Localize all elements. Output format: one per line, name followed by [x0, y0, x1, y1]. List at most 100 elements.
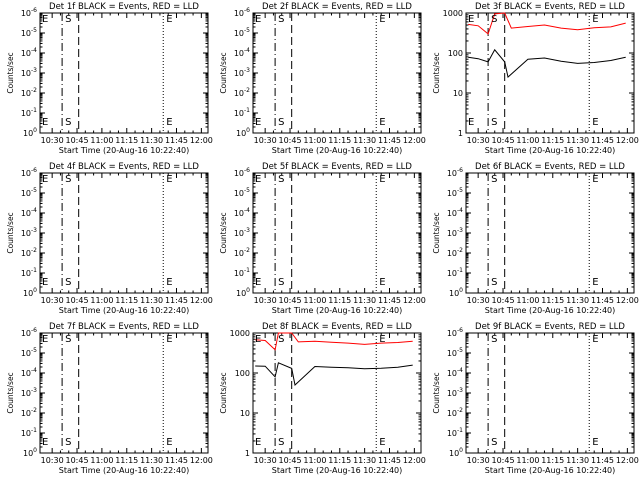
y-tick-label: 100: [449, 287, 463, 298]
plot-frame: [39, 332, 209, 454]
y-tick-label: 10-4: [447, 207, 463, 218]
x-tick-label: 10:45: [491, 456, 514, 465]
y-tick-label: 10-4: [21, 367, 37, 378]
y-tick-label: 100: [23, 447, 37, 458]
y-tick-label: 10-1: [21, 427, 37, 438]
y-tick-label: 10-4: [447, 367, 463, 378]
x-tick-label: 11:45: [165, 296, 188, 305]
y-tick-label: 100: [23, 287, 37, 298]
marker-s-top: S: [65, 334, 71, 345]
y-tick-label: 100: [236, 127, 250, 138]
x-tick-label: 10:30: [41, 456, 64, 465]
marker-e-top: E: [379, 174, 385, 185]
x-tick-label: 11:15: [541, 136, 564, 145]
plot-frame: [465, 332, 635, 454]
x-tick-label: 10:30: [467, 296, 490, 305]
y-tick-label: 10-6: [234, 167, 250, 178]
x-tick-label: 11:00: [303, 456, 326, 465]
panel-det-8f: Det 8f BLACK = Events, RED = LLD 1 10 100 10…: [219, 322, 426, 475]
y-tick-label: 10-2: [447, 407, 463, 418]
x-tick-label: 11:30: [140, 296, 163, 305]
y-axis-label: Counts/sec: [432, 212, 441, 253]
y-tick-label: 10-3: [447, 387, 463, 398]
x-tick-label: 11:45: [591, 136, 614, 145]
y-tick-label: 100: [448, 49, 463, 58]
y-axis-label: Counts/sec: [6, 372, 15, 413]
y-tick-label: 10-2: [21, 407, 37, 418]
y-tick-label: 10-5: [447, 187, 463, 198]
x-tick-label: 10:45: [65, 456, 88, 465]
y-tick-label: 10-4: [234, 207, 250, 218]
marker-e: E: [592, 437, 598, 448]
y-tick-label: 10-5: [21, 347, 37, 358]
marker-e: E: [379, 277, 385, 288]
y-axis-label: Counts/sec: [432, 52, 441, 93]
plot-frame: [465, 12, 635, 134]
y-tick-label: 10-1: [447, 267, 463, 278]
y-tick-label: 10-5: [234, 187, 250, 198]
y-tick-label: 10-5: [21, 27, 37, 38]
marker-e-top: E: [42, 174, 48, 185]
x-tick-label: 11:45: [378, 296, 401, 305]
marker-s: S: [65, 437, 71, 448]
panel-det-3f: Det 3f BLACK = Events, RED = LLD 1 10 100 10…: [432, 2, 639, 155]
y-tick-label: 10-3: [21, 67, 37, 78]
plot-frame: [252, 332, 422, 454]
y-tick-label: 1: [245, 449, 250, 458]
x-tick-label: 10:30: [254, 456, 277, 465]
y-tick-label: 10-6: [21, 327, 37, 338]
x-tick-label: 12:00: [403, 456, 426, 465]
y-tick-label: 10-1: [21, 107, 37, 118]
x-axis-label: Start Time (20-Aug-16 10:22:40): [59, 306, 190, 315]
y-axis-label: Counts/sec: [6, 212, 15, 253]
x-axis-label: Start Time (20-Aug-16 10:22:40): [272, 466, 403, 475]
plot-frame: [39, 172, 209, 294]
x-axis-label: Start Time (20-Aug-16 10:22:40): [485, 146, 616, 155]
x-tick-label: 11:45: [378, 456, 401, 465]
y-tick-label: 10-3: [234, 227, 250, 238]
x-tick-label: 11:30: [353, 136, 376, 145]
x-tick-label: 11:00: [90, 456, 113, 465]
x-tick-label: 11:30: [566, 296, 589, 305]
marker-e-top: E: [379, 334, 385, 345]
plot-frame: [252, 172, 422, 294]
marker-s-top: S: [278, 334, 284, 345]
x-tick-label: 11:15: [115, 456, 138, 465]
x-axis-label: Start Time (20-Aug-16 10:22:40): [485, 466, 616, 475]
y-tick-label: 10: [240, 409, 250, 418]
x-tick-label: 11:00: [303, 296, 326, 305]
x-tick-label: 10:30: [254, 136, 277, 145]
y-tick-label: 10-6: [21, 167, 37, 178]
y-tick-label: 10-2: [234, 87, 250, 98]
y-tick-label: 10-1: [447, 427, 463, 438]
plot-frame: [39, 12, 209, 134]
x-tick-label: 11:45: [378, 136, 401, 145]
y-tick-label: 10-5: [21, 187, 37, 198]
x-tick-label: 10:45: [65, 136, 88, 145]
x-tick-label: 11:15: [115, 296, 138, 305]
panel-det-9f: Det 9f BLACK = Events, RED = LLD 100 10-1 1…: [432, 322, 639, 475]
x-tick-label: 11:45: [591, 456, 614, 465]
x-tick-label: 12:00: [403, 296, 426, 305]
series-lld: [255, 332, 413, 351]
marker-e-top: E: [379, 14, 385, 25]
y-tick-label: 100: [236, 287, 250, 298]
marker-s-top: S: [491, 334, 497, 345]
x-tick-label: 11:30: [566, 136, 589, 145]
marker-s: S: [491, 277, 497, 288]
marker-e-top: E: [255, 334, 261, 345]
marker-s: S: [278, 277, 284, 288]
y-tick-label: 10-3: [234, 67, 250, 78]
x-tick-label: 10:45: [278, 296, 301, 305]
y-tick-label: 10-4: [21, 47, 37, 58]
x-axis-label: Start Time (20-Aug-16 10:22:40): [485, 306, 616, 315]
x-tick-label: 12:00: [403, 136, 426, 145]
y-axis-label: Counts/sec: [6, 52, 15, 93]
x-tick-label: 12:00: [616, 456, 639, 465]
x-tick-label: 11:30: [140, 456, 163, 465]
marker-s-top: S: [278, 174, 284, 185]
x-tick-label: 11:00: [516, 296, 539, 305]
marker-e: E: [166, 117, 172, 128]
x-tick-label: 11:15: [541, 296, 564, 305]
x-tick-label: 10:45: [491, 136, 514, 145]
